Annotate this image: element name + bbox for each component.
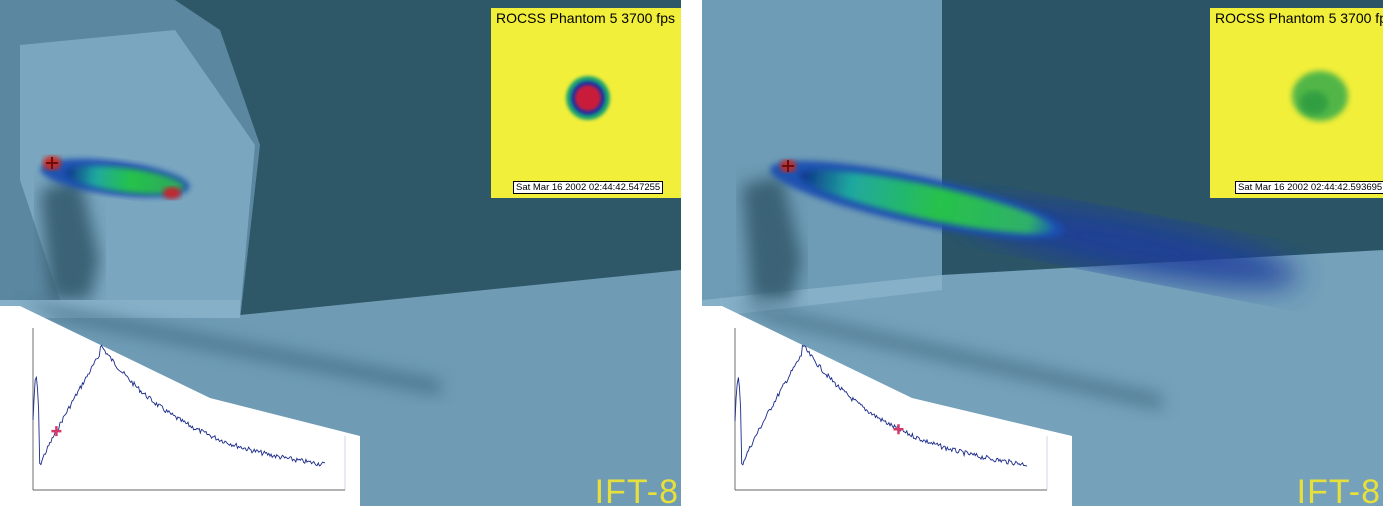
inset-timestamp: Sat Mar 16 2002 02:44:42.593695 <box>1235 181 1383 194</box>
plume-short-dense <box>40 156 190 199</box>
test-id-label: IFT-8 <box>1296 473 1381 506</box>
right-panel: ROCSS Phantom 5 3700 fps Sat Mar 16 2002… <box>702 0 1383 506</box>
inset-timestamp: Sat Mar 16 2002 02:44:42.547255 <box>513 181 664 194</box>
test-id-label: IFT-8 <box>594 473 679 506</box>
plume-long-diffuse <box>770 160 1299 288</box>
concentration-plot <box>702 306 1072 506</box>
cloud-image <box>491 8 681 198</box>
inset-title: ROCSS Phantom 5 3700 fps <box>1215 10 1383 26</box>
camera-inset: ROCSS Phantom 5 3700 fps Sat Mar 16 2002… <box>491 8 681 198</box>
camera-inset: ROCSS Phantom 5 3700 fps Sat Mar 16 2002… <box>1210 8 1383 198</box>
left-panel: ROCSS Phantom 5 3700 fps Sat Mar 16 2002… <box>0 0 681 506</box>
position-marker <box>51 426 62 437</box>
inset-title: ROCSS Phantom 5 3700 fps <box>496 10 675 26</box>
concentration-plot <box>0 306 360 506</box>
position-marker <box>893 424 904 435</box>
cloud-image <box>1210 8 1383 198</box>
